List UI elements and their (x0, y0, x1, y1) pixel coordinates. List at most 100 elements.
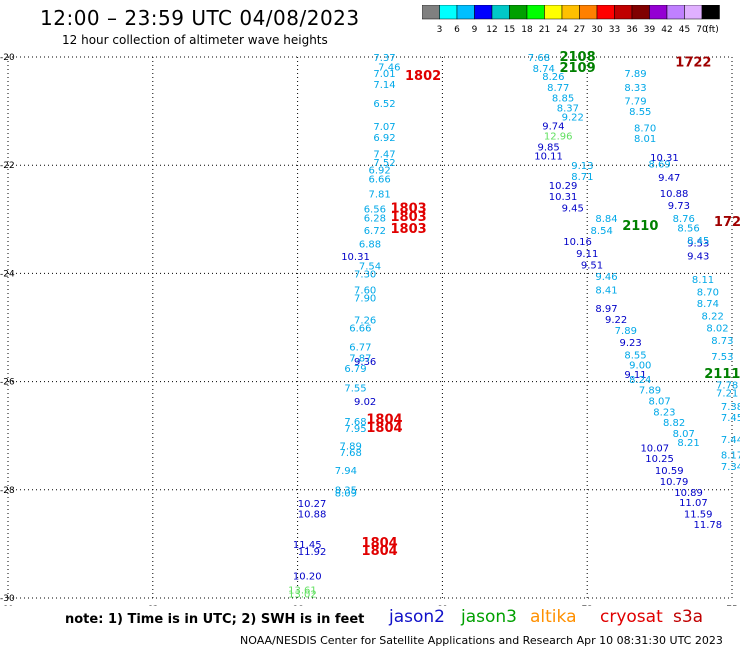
colorbar-label: 18 (521, 25, 533, 35)
wave-height-label: 8.70 (697, 287, 719, 298)
track-label: 1804 (366, 412, 402, 427)
wave-height-label: 7.01 (373, 69, 395, 80)
legend-cryosat: cryosat (600, 607, 663, 627)
colorbar-label: 39 (644, 25, 656, 35)
wave-height-label: 7.79 (624, 96, 646, 107)
wave-height-label: 6.77 (349, 342, 371, 353)
wave-height-label: 11.92 (298, 547, 327, 558)
wave-height-label: 6.66 (349, 324, 371, 335)
color-legend: 3 6 9 12 15 18 21 24 27 30 33 36 39 42 45 70(ft) (422, 5, 720, 35)
wave-height-label: 10.16 (563, 237, 592, 248)
track-label: 1803 (391, 222, 427, 237)
track-label: 1803 (391, 210, 427, 225)
legend-altika: altika (530, 607, 577, 627)
wave-height-label: 8.17 (721, 451, 740, 462)
wave-height-label: 9.02 (354, 397, 376, 408)
wave-height-label: 7.44 (721, 435, 740, 446)
colorbar-label: 12 (486, 25, 497, 35)
wave-height-label: 8.55 (624, 351, 646, 362)
wave-height-label: 9.51 (581, 261, 603, 272)
wave-height-label: 8.56 (677, 223, 699, 234)
wave-height-label: 8.07 (648, 397, 670, 408)
wave-height-label: 7.07 (373, 122, 395, 133)
colorbar-label: 15 (504, 25, 515, 35)
wave-height-label: 10.25 (645, 454, 674, 465)
wave-height-label: 7.87 (349, 353, 371, 364)
wave-height-label: 8.02 (706, 324, 728, 335)
wave-height-label: 8.41 (595, 286, 617, 297)
x-tick-label: 72 (581, 605, 592, 606)
footer-note: note: 1) Time is in UTC; 2) SWH is in fe… (65, 612, 365, 627)
wave-height-label: 10.88 (660, 189, 689, 200)
wave-height-label: 6.92 (369, 166, 391, 177)
wave-height-label: 7.94 (335, 466, 357, 477)
wave-height-label: 6.28 (364, 214, 386, 225)
wave-height-label: 7.30 (354, 269, 376, 280)
wave-height-label: 9.00 (629, 360, 651, 371)
wave-height-label: 9.11 (624, 370, 646, 381)
wave-height-label: 9.11 (576, 249, 598, 260)
y-tick-label: -24 (0, 269, 15, 279)
colorbar-label: 6 (454, 25, 460, 35)
colorbar-label: 9 (472, 25, 478, 35)
track-label: 2111 (704, 367, 740, 382)
wave-height-label: 9.73 (668, 201, 690, 212)
wave-height-label: 7.37 (373, 53, 395, 64)
wave-height-label: 11.78 (694, 520, 723, 531)
colorbar-swatch (701, 5, 720, 20)
wave-height-label: 8.74 (697, 299, 719, 310)
wave-height-label: 11.59 (684, 510, 713, 521)
wave-height-label: 11.45 (293, 540, 322, 551)
wave-height-label: 7.14 (373, 80, 395, 91)
x-tick-label: 75 (726, 605, 737, 606)
wave-height-label: 6.79 (344, 364, 366, 375)
colorbar-label: 24 (556, 25, 568, 35)
wave-height-label: 8.07 (673, 429, 695, 440)
colorbar-label: 33 (609, 25, 620, 35)
track-label: 1803 (391, 201, 427, 216)
y-tick-label: -20 (0, 53, 15, 63)
track-label: 1804 (362, 536, 398, 551)
wave-height-label: 8.23 (653, 407, 675, 418)
wave-height-label: 10.59 (655, 466, 684, 477)
wave-height-label: 8.85 (552, 94, 574, 105)
wave-height-label: 7.90 (354, 294, 376, 305)
wave-height-label: 6.92 (373, 133, 395, 144)
wave-height-label: 10.31 (549, 192, 578, 203)
x-tick-label: 63 (147, 605, 158, 606)
wave-height-label: 7.89 (639, 386, 661, 397)
wave-height-label: 7.89 (340, 441, 362, 452)
wave-height-label: 9.47 (658, 173, 680, 184)
chart-title: 12:00 – 23:59 UTC 04/08/2023 (40, 6, 360, 30)
colorbar-label: 27 (574, 25, 585, 35)
y-tick-label: -28 (0, 486, 15, 496)
wave-height-label: 8.37 (557, 103, 579, 114)
wave-height-label: 7.95 (344, 424, 366, 435)
wave-height-label: 9.46 (595, 272, 617, 283)
wave-height-label: 8.82 (663, 418, 685, 429)
wave-height-label: 9.45 (562, 203, 584, 214)
wave-height-label: 9.85 (537, 142, 559, 153)
colorbar-label: 21 (539, 25, 550, 35)
track-label: 1804 (362, 544, 398, 559)
track-label: 1721 (714, 215, 740, 230)
wave-height-label: 8.24 (629, 375, 651, 386)
colorbar-label: 42 (661, 25, 672, 35)
track-label: 1804 (366, 421, 402, 436)
colorbar-label: 3 (437, 25, 443, 35)
wave-height-label: 8.54 (591, 226, 613, 237)
wave-height-label: 9.36 (354, 357, 376, 368)
wave-height-label: 7.78 (716, 380, 738, 391)
wave-height-label: 8.33 (624, 83, 646, 94)
track-label: 1722 (675, 55, 711, 70)
colorbar-label: 70 (696, 25, 708, 35)
wave-height-label: 7.54 (359, 261, 381, 272)
wave-height-label: 10.31 (341, 252, 370, 263)
wave-height-label: 10.31 (650, 153, 679, 164)
wave-height-label: 11.07 (679, 498, 708, 509)
wave-height-label: 6.66 (369, 175, 391, 186)
wave-height-label: 7.53 (711, 352, 733, 363)
y-tick-label: -26 (0, 378, 15, 388)
wave-height-label: 12.96 (544, 131, 573, 142)
wave-height-label: 7.45 (721, 413, 740, 424)
